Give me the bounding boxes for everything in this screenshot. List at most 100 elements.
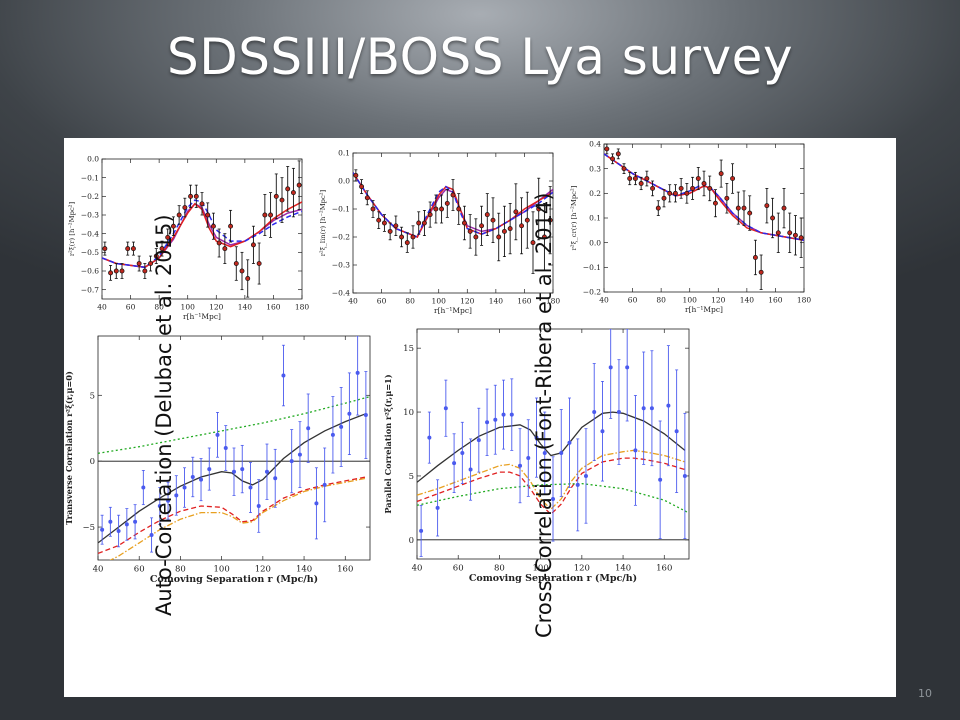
data-point (153, 253, 159, 259)
data-point (116, 529, 121, 534)
data-point (262, 212, 268, 218)
x-tick-label: 40 (93, 565, 104, 575)
data-point (427, 435, 432, 440)
data-point (701, 181, 707, 186)
data-point (673, 190, 679, 196)
data-point (205, 212, 211, 218)
data-point (604, 146, 610, 152)
y-tick-label: −0.5 (81, 248, 99, 257)
series-line-red (417, 457, 686, 516)
slide-title: SDSSIII/BOSS Lya survey (166, 28, 794, 86)
data-point (524, 217, 530, 223)
y-axis-title: r²ξ(r) [h⁻²Mpc²] (68, 202, 76, 257)
x-tick-label: 160 (768, 296, 783, 305)
x-tick-label: 140 (740, 296, 755, 305)
auto-correlation-plot-2: 40 60 80 100 120 140 160 180 0.1 0.0 −0.1 −0.2 −0.3 −… (319, 149, 560, 315)
data-point (416, 220, 422, 226)
y-tick-label: −0.3 (81, 211, 99, 220)
data-point (228, 223, 234, 229)
x-tick-label: 160 (266, 303, 281, 312)
x-axis-title: Comoving Separation r (Mpc/h) (150, 574, 318, 585)
data-point (273, 193, 279, 199)
data-point (222, 246, 228, 252)
data-point (644, 176, 650, 181)
data-point (509, 412, 514, 417)
data-point (485, 420, 490, 425)
y-axis-title: Transverse Correlation r²ξ(r,μ=0) (64, 371, 74, 525)
data-point (170, 223, 176, 229)
data-point (456, 206, 462, 212)
series-line-green (417, 482, 690, 514)
x-tick-label: 60 (628, 296, 638, 305)
data-point (776, 230, 781, 236)
data-point (216, 240, 222, 246)
series-line-black (98, 413, 367, 544)
figure-panel: Auto-Correlation (Delubac et al. 2015) C… (64, 138, 896, 697)
data-point (387, 228, 393, 234)
data-point (627, 176, 633, 181)
auto-correlation-plot-1: 40 60 80 100 120 140 160 180 0.0 −0.1 −0.2 −0.3 −0.4… (68, 155, 310, 321)
data-point (747, 210, 753, 216)
data-point (188, 193, 194, 199)
x-tick-label: 60 (377, 297, 387, 306)
data-point (142, 268, 148, 274)
data-point (419, 528, 424, 533)
data-point (519, 223, 525, 229)
data-point (678, 185, 684, 191)
page-number: 10 (918, 687, 932, 700)
x-tick-label: 120 (209, 303, 224, 312)
data-point (133, 519, 138, 524)
data-point (100, 527, 105, 532)
data-point (444, 200, 450, 206)
auto-correlation-plot-3: 40 60 80 100 120 140 160 180 0.4 0.3 0.2 0.1 0.0 −0.1… (570, 140, 811, 314)
data-point (157, 503, 162, 508)
y-tick-label: 0.1 (589, 214, 601, 223)
data-point (125, 246, 131, 252)
data-point (256, 261, 262, 266)
data-point (650, 185, 656, 191)
data-point (347, 411, 352, 416)
right-caption: Cross-Correlation (Font-Ribera et al. 20… (532, 192, 556, 638)
data-point (616, 151, 621, 157)
y-tick-label: −0.1 (332, 205, 350, 214)
y-tick-label: −0.2 (583, 288, 601, 297)
x-tick-label: 40 (599, 296, 609, 305)
x-tick-label: 180 (295, 303, 310, 312)
data-point (281, 373, 286, 378)
x-tick-label: 40 (348, 297, 358, 306)
data-point (513, 209, 519, 215)
data-point (443, 406, 448, 411)
data-point (240, 467, 245, 472)
plot-frame (101, 158, 303, 300)
data-point (119, 268, 125, 274)
data-point (608, 365, 613, 370)
data-point (559, 450, 564, 455)
data-point (141, 485, 146, 490)
data-point (439, 206, 445, 212)
data-point (193, 193, 199, 199)
data-point (182, 205, 188, 210)
y-tick-label: 10 (403, 408, 414, 418)
x-tick-label: 80 (175, 565, 186, 575)
data-point (273, 476, 278, 481)
x-tick-label: 40 (97, 303, 107, 312)
data-point (479, 223, 485, 229)
data-point (621, 166, 627, 172)
y-tick-label: −0.4 (332, 289, 350, 298)
data-point (713, 200, 719, 206)
data-point (633, 448, 638, 453)
data-point (382, 220, 387, 226)
x-tick-label: 80 (494, 564, 505, 574)
y-tick-label: 0 (409, 536, 414, 546)
data-point (297, 452, 302, 457)
x-axis-title: Comoving Separation r (Mpc/h) (469, 573, 637, 584)
x-tick-label: 140 (615, 564, 631, 574)
data-point (245, 276, 251, 281)
data-point (736, 205, 741, 211)
y-tick-label: −0.7 (81, 285, 99, 294)
data-point (364, 195, 370, 201)
data-point (353, 172, 359, 178)
data-point (610, 156, 616, 162)
data-point (575, 482, 580, 487)
y-tick-label: 0.3 (589, 164, 601, 173)
